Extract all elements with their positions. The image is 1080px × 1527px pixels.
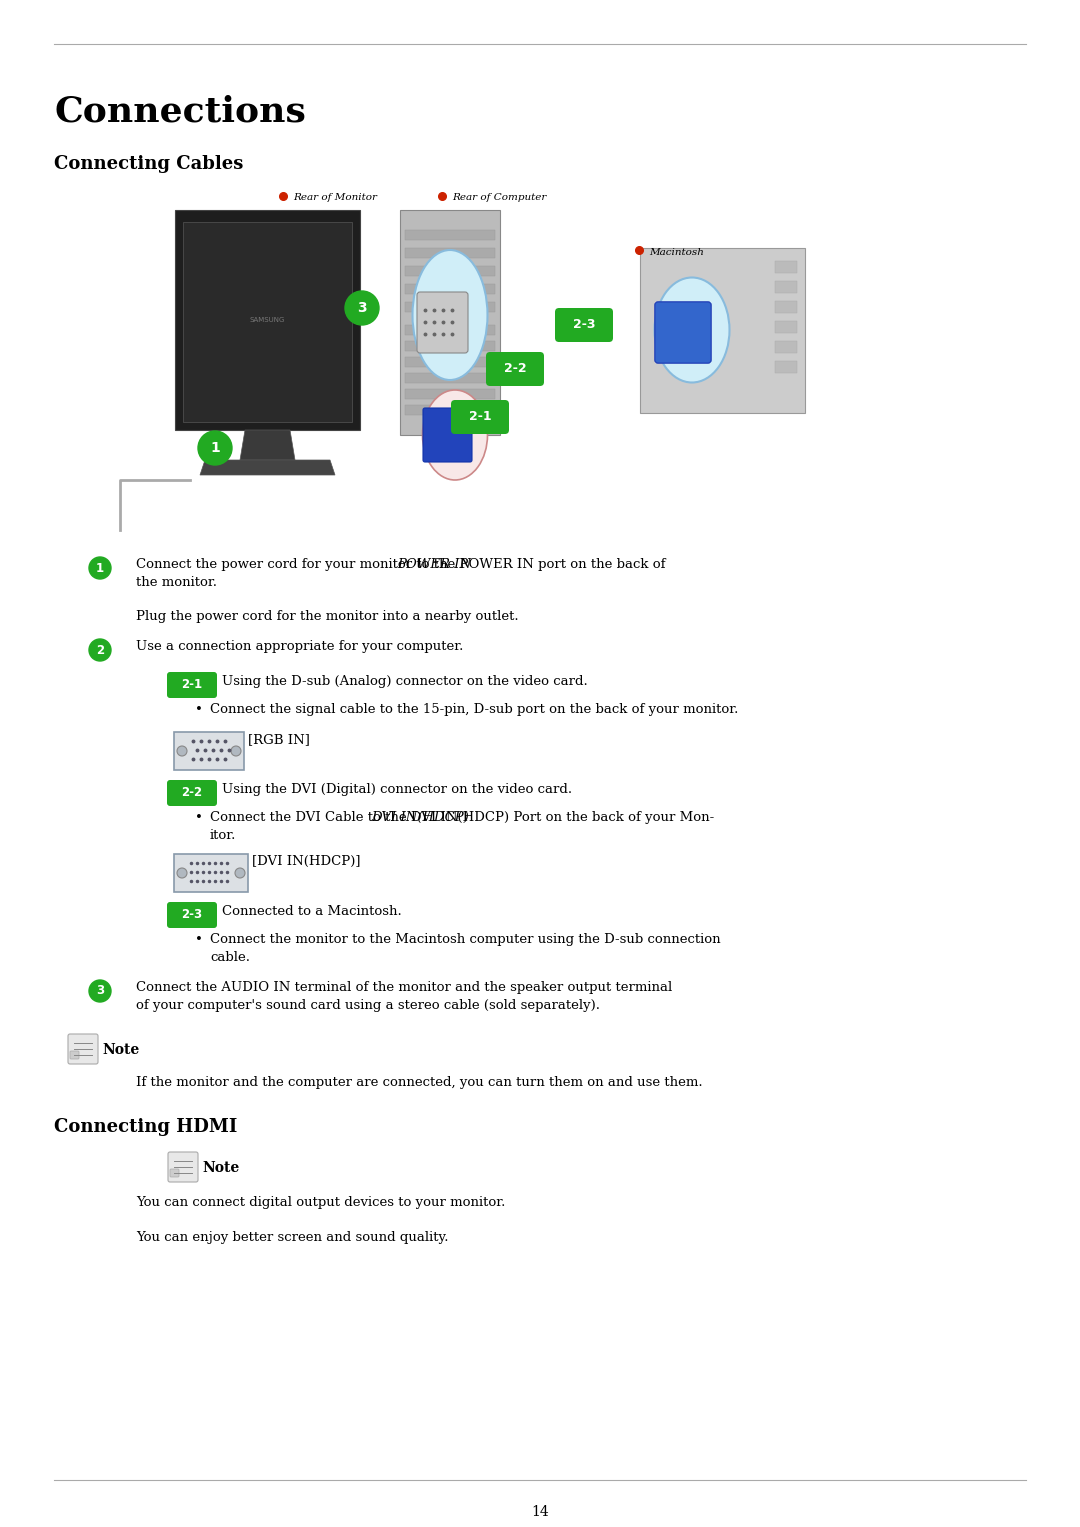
- Text: 1: 1: [211, 441, 220, 455]
- Text: Connections: Connections: [54, 95, 306, 128]
- Text: Using the D-sub (Analog) connector on the video card.: Using the D-sub (Analog) connector on th…: [222, 675, 588, 689]
- FancyBboxPatch shape: [405, 266, 495, 276]
- Text: 2: 2: [96, 643, 104, 657]
- Text: Use a connection appropriate for your computer.: Use a connection appropriate for your co…: [136, 640, 463, 654]
- FancyBboxPatch shape: [183, 221, 352, 421]
- Ellipse shape: [422, 389, 487, 479]
- Text: Connect the signal cable to the 15-pin, D-sub port on the back of your monitor.: Connect the signal cable to the 15-pin, …: [210, 702, 739, 716]
- FancyBboxPatch shape: [775, 261, 797, 273]
- Text: cable.: cable.: [210, 951, 249, 964]
- Text: [RGB IN]: [RGB IN]: [248, 733, 310, 747]
- Circle shape: [198, 431, 232, 466]
- FancyBboxPatch shape: [775, 321, 797, 333]
- Text: Note: Note: [102, 1043, 139, 1057]
- Polygon shape: [240, 431, 295, 460]
- FancyBboxPatch shape: [174, 854, 248, 892]
- Text: 2-3: 2-3: [572, 319, 595, 331]
- FancyBboxPatch shape: [640, 247, 805, 412]
- Text: of your computer's sound card using a stereo cable (sold separately).: of your computer's sound card using a st…: [136, 999, 600, 1012]
- FancyBboxPatch shape: [170, 1170, 179, 1177]
- Text: Macintosh: Macintosh: [649, 247, 704, 257]
- FancyBboxPatch shape: [175, 211, 360, 431]
- FancyBboxPatch shape: [451, 400, 509, 434]
- Text: Rear of Monitor: Rear of Monitor: [293, 192, 377, 202]
- FancyBboxPatch shape: [167, 780, 217, 806]
- FancyBboxPatch shape: [405, 231, 495, 240]
- FancyBboxPatch shape: [405, 302, 495, 312]
- FancyBboxPatch shape: [400, 211, 500, 435]
- Circle shape: [89, 638, 111, 661]
- Text: If the monitor and the computer are connected, you can turn them on and use them: If the monitor and the computer are conn…: [136, 1077, 703, 1089]
- Text: POWER IN: POWER IN: [396, 557, 471, 571]
- Text: Connecting HDMI: Connecting HDMI: [54, 1118, 238, 1136]
- Text: •: •: [195, 933, 203, 947]
- FancyBboxPatch shape: [405, 247, 495, 258]
- Text: DVI IN(HDCP): DVI IN(HDCP): [370, 811, 469, 825]
- Text: 2-3: 2-3: [181, 909, 203, 921]
- Text: Connect the monitor to the Macintosh computer using the D-sub connection: Connect the monitor to the Macintosh com…: [210, 933, 720, 947]
- FancyBboxPatch shape: [168, 1151, 198, 1182]
- FancyBboxPatch shape: [405, 341, 495, 351]
- FancyBboxPatch shape: [775, 341, 797, 353]
- Ellipse shape: [413, 250, 487, 380]
- Text: 2-2: 2-2: [181, 786, 203, 800]
- FancyBboxPatch shape: [174, 731, 244, 770]
- FancyBboxPatch shape: [775, 281, 797, 293]
- Text: 1: 1: [96, 562, 104, 574]
- Text: Connect the DVI Cable to the DVI IN(HDCP) Port on the back of your Mon-: Connect the DVI Cable to the DVI IN(HDCP…: [210, 811, 714, 825]
- Text: the monitor.: the monitor.: [136, 576, 217, 589]
- Circle shape: [345, 292, 379, 325]
- FancyBboxPatch shape: [654, 302, 711, 363]
- FancyBboxPatch shape: [555, 308, 613, 342]
- Text: Connect the power cord for your monitor to the POWER IN port on the back of: Connect the power cord for your monitor …: [136, 557, 665, 571]
- Text: itor.: itor.: [210, 829, 237, 841]
- Text: SAMSUNG: SAMSUNG: [249, 318, 285, 324]
- FancyBboxPatch shape: [68, 1034, 98, 1064]
- FancyBboxPatch shape: [486, 353, 544, 386]
- Text: 2-1: 2-1: [181, 678, 203, 692]
- Text: 3: 3: [96, 985, 104, 997]
- Text: You can connect digital output devices to your monitor.: You can connect digital output devices t…: [136, 1196, 505, 1209]
- Text: You can enjoy better screen and sound quality.: You can enjoy better screen and sound qu…: [136, 1231, 448, 1245]
- Circle shape: [235, 867, 245, 878]
- Text: 3: 3: [357, 301, 367, 315]
- FancyBboxPatch shape: [775, 360, 797, 373]
- FancyBboxPatch shape: [167, 672, 217, 698]
- Text: 2-2: 2-2: [503, 362, 526, 376]
- Text: Connect the AUDIO IN terminal of the monitor and the speaker output terminal: Connect the AUDIO IN terminal of the mon…: [136, 980, 672, 994]
- FancyBboxPatch shape: [423, 408, 472, 463]
- Circle shape: [231, 747, 241, 756]
- Text: 14: 14: [531, 1506, 549, 1519]
- Text: •: •: [195, 811, 203, 825]
- Text: Using the DVI (Digital) connector on the video card.: Using the DVI (Digital) connector on the…: [222, 783, 572, 796]
- Circle shape: [177, 747, 187, 756]
- FancyBboxPatch shape: [405, 389, 495, 399]
- FancyBboxPatch shape: [654, 302, 711, 363]
- FancyBboxPatch shape: [405, 325, 495, 334]
- FancyBboxPatch shape: [405, 357, 495, 366]
- FancyBboxPatch shape: [417, 292, 468, 353]
- Circle shape: [89, 557, 111, 579]
- Text: Rear of Computer: Rear of Computer: [453, 192, 546, 202]
- Text: Connecting Cables: Connecting Cables: [54, 156, 243, 173]
- Text: Plug the power cord for the monitor into a nearby outlet.: Plug the power cord for the monitor into…: [136, 609, 518, 623]
- FancyBboxPatch shape: [167, 902, 217, 928]
- Circle shape: [177, 867, 187, 878]
- Polygon shape: [200, 460, 335, 475]
- Text: Connected to a Macintosh.: Connected to a Macintosh.: [222, 906, 402, 918]
- FancyBboxPatch shape: [70, 1051, 79, 1060]
- FancyBboxPatch shape: [405, 284, 495, 295]
- Circle shape: [89, 980, 111, 1002]
- Text: Note: Note: [202, 1161, 240, 1174]
- FancyBboxPatch shape: [775, 301, 797, 313]
- FancyBboxPatch shape: [405, 373, 495, 383]
- Text: 2-1: 2-1: [469, 411, 491, 423]
- Ellipse shape: [654, 278, 729, 382]
- Text: •: •: [195, 702, 203, 716]
- FancyBboxPatch shape: [405, 405, 495, 415]
- Text: [DVI IN(HDCP)]: [DVI IN(HDCP)]: [252, 855, 361, 867]
